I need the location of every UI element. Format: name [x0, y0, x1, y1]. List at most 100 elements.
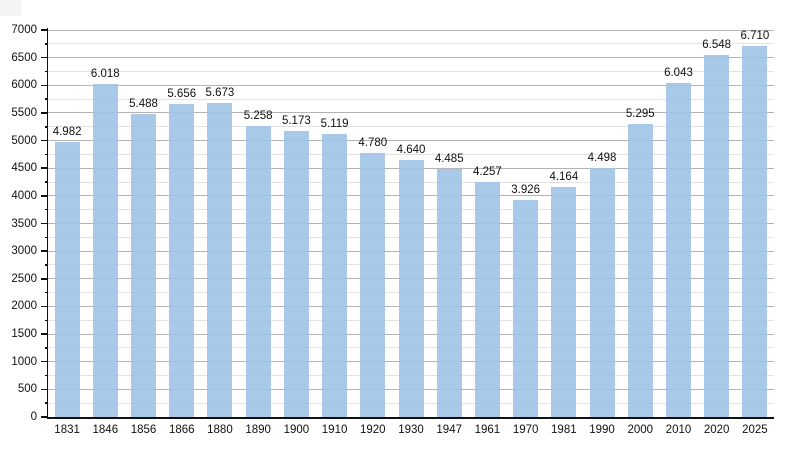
y-tick-label: 0	[30, 411, 37, 423]
y-tick-minor	[44, 236, 48, 239]
gridline-minor	[48, 70, 774, 72]
y-tick-minor	[44, 402, 48, 404]
x-tick-label-1900: 1900	[283, 424, 310, 436]
gridline-minor	[48, 126, 774, 128]
y-tick-label: 4500	[11, 162, 37, 175]
bar-value-label-1880: 5.673	[205, 87, 235, 100]
x-tick-label-1846: 1846	[92, 424, 119, 436]
bar-value-label-1866: 5.656	[167, 88, 197, 101]
y-tick-minor	[44, 153, 48, 156]
bar-2020	[704, 54, 730, 417]
gridline-minor	[48, 43, 774, 45]
bar-1900	[283, 131, 309, 417]
bar-value-label-1831: 4.982	[52, 125, 82, 138]
y-tick-label: 1000	[11, 355, 37, 368]
y-tick-major	[41, 333, 48, 335]
bar-value-label-1920: 4.780	[358, 136, 388, 149]
x-tick-label-1910: 1910	[321, 424, 348, 436]
y-tick-major	[41, 112, 48, 114]
bar-value-label-1910: 5.119	[320, 117, 349, 130]
y-tick-minor	[44, 126, 48, 128]
y-tick-label: 7000	[11, 24, 37, 36]
bar-value-label-1947: 4.485	[434, 153, 464, 166]
corner-artifact	[0, 0, 21, 16]
bar-value-label-1981: 4.164	[549, 170, 579, 183]
y-tick-major	[41, 84, 48, 87]
y-tick-major	[41, 167, 48, 169]
y-tick-label: 1500	[11, 328, 37, 341]
y-tick-minor	[44, 70, 48, 73]
y-tick-minor	[44, 264, 48, 266]
bar-1970	[513, 199, 539, 417]
y-tick-major	[41, 278, 48, 280]
bar-1961	[474, 181, 500, 417]
x-tick-label-1920: 1920	[359, 424, 386, 436]
bar-1990	[589, 168, 615, 417]
bar-1831	[54, 141, 80, 417]
gridline-major	[48, 140, 774, 142]
y-tick-minor	[44, 98, 48, 100]
y-tick-label: 2000	[11, 300, 37, 313]
y-axis-line	[46, 28, 48, 418]
y-tick-label: 500	[17, 383, 37, 396]
y-tick-label: 5500	[11, 106, 37, 119]
y-tick-major	[41, 139, 48, 142]
bar-1880	[207, 103, 233, 417]
bar-2000	[627, 124, 653, 417]
y-tick-major	[41, 222, 48, 225]
y-tick-minor	[44, 181, 48, 183]
bar-1981	[551, 186, 577, 417]
y-tick-major	[41, 360, 48, 363]
bar-1856	[131, 113, 157, 417]
y-tick-minor	[44, 43, 48, 45]
y-tick-minor	[44, 374, 48, 377]
y-tick-major	[41, 56, 48, 59]
x-tick-label-1930: 1930	[398, 424, 424, 436]
bar-value-label-2000: 5.295	[625, 108, 655, 121]
bar-value-label-1900: 5.173	[281, 115, 311, 127]
bar-value-label-1846: 6.018	[90, 68, 120, 81]
bar-1910	[322, 133, 348, 417]
bar-1930	[398, 160, 424, 417]
y-tick-major	[41, 388, 48, 391]
bar-value-label-2020: 6.548	[702, 38, 732, 51]
gridline-major	[48, 29, 774, 31]
bar-1890	[245, 126, 271, 417]
bar-value-label-1890: 5.258	[243, 110, 273, 123]
bar-2010	[665, 82, 691, 417]
x-tick-label-2025: 2025	[742, 424, 768, 436]
bar-value-label-1930: 4.640	[396, 144, 426, 157]
y-tick-label: 6500	[11, 51, 37, 64]
y-tick-label: 6000	[11, 79, 37, 92]
y-tick-minor	[44, 347, 48, 349]
gridline-minor	[48, 153, 774, 155]
bar-value-label-1970: 3.926	[511, 183, 541, 196]
gridline-major	[48, 84, 774, 86]
bar-value-label-2010: 6.043	[664, 66, 693, 79]
gridline-major	[48, 57, 774, 59]
bar-1846	[92, 84, 118, 417]
x-tick-label-1970: 1970	[512, 424, 539, 436]
y-tick-minor	[44, 291, 48, 294]
x-tick-label-2020: 2020	[703, 424, 730, 436]
y-tick-major	[41, 305, 48, 308]
bar-1947	[436, 169, 462, 417]
x-tick-label-1961: 1961	[474, 424, 501, 436]
x-tick-label-2010: 2010	[665, 424, 692, 436]
y-tick-label: 3000	[11, 245, 37, 258]
x-tick-label-2000: 2000	[627, 424, 654, 436]
y-tick-major	[41, 416, 48, 418]
y-tick-minor	[44, 319, 48, 321]
y-tick-label: 3500	[11, 217, 37, 230]
gridline-minor	[48, 98, 774, 100]
y-tick-label: 2500	[11, 272, 37, 285]
bar-value-label-2025: 6.710	[740, 30, 770, 43]
x-tick-label-1856: 1856	[130, 424, 157, 436]
bar-value-label-1961: 4.257	[473, 165, 502, 178]
bar-1866	[169, 104, 195, 417]
bar-value-label-1856: 5.488	[129, 97, 158, 110]
y-tick-minor	[44, 208, 48, 211]
y-tick-major	[41, 250, 48, 252]
